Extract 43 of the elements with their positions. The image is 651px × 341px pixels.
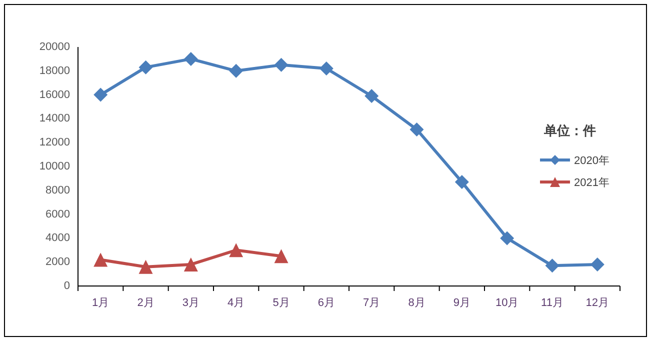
- x-tick-label: 7月: [363, 297, 380, 309]
- legend-label: 2020年: [574, 155, 610, 167]
- y-tick-label: 6000: [46, 208, 70, 220]
- x-tick-label: 5月: [272, 297, 290, 309]
- point: [184, 257, 198, 272]
- y-tick-label: 8000: [46, 184, 70, 196]
- x-tick-label: 10月: [495, 297, 519, 309]
- y-tick-label: 0: [64, 280, 70, 292]
- x-tick-label: 9月: [453, 297, 470, 309]
- point: [319, 62, 334, 76]
- x-tick-label: 4月: [228, 297, 245, 309]
- y-tick-label: 4000: [46, 232, 70, 244]
- point: [410, 122, 424, 136]
- point: [274, 58, 288, 72]
- y-tick-label: 18000: [39, 64, 70, 77]
- y-tick-label: 12000: [39, 136, 70, 149]
- point: [274, 249, 288, 264]
- y-tick-label: 16000: [39, 88, 70, 101]
- y-tick-label: 10000: [39, 160, 70, 172]
- point: [364, 88, 379, 103]
- x-tick-label: 12月: [586, 297, 610, 309]
- point: [138, 60, 153, 74]
- point: [94, 88, 108, 102]
- y-tick-label: 2000: [46, 256, 70, 268]
- point: [94, 252, 108, 267]
- x-tick-label: 8月: [408, 297, 426, 309]
- x-tick-label: 11月: [541, 297, 564, 309]
- y-tick-label: 20000: [39, 41, 70, 53]
- point: [590, 257, 604, 272]
- x-tick-label: 2月: [137, 297, 154, 309]
- point: [545, 258, 560, 273]
- x-tick-label: 6月: [318, 297, 335, 309]
- point: [229, 243, 244, 258]
- x-tick-label: 1月: [92, 297, 110, 309]
- point: [454, 175, 469, 190]
- legend-label: 2021年: [574, 177, 610, 189]
- point: [138, 260, 153, 274]
- legend-title: 单位：件: [543, 123, 596, 138]
- point: [500, 231, 514, 246]
- y-tick-label: 14000: [39, 112, 70, 125]
- point: [184, 52, 198, 66]
- point: [229, 64, 244, 78]
- x-tick-label: 3月: [182, 297, 200, 309]
